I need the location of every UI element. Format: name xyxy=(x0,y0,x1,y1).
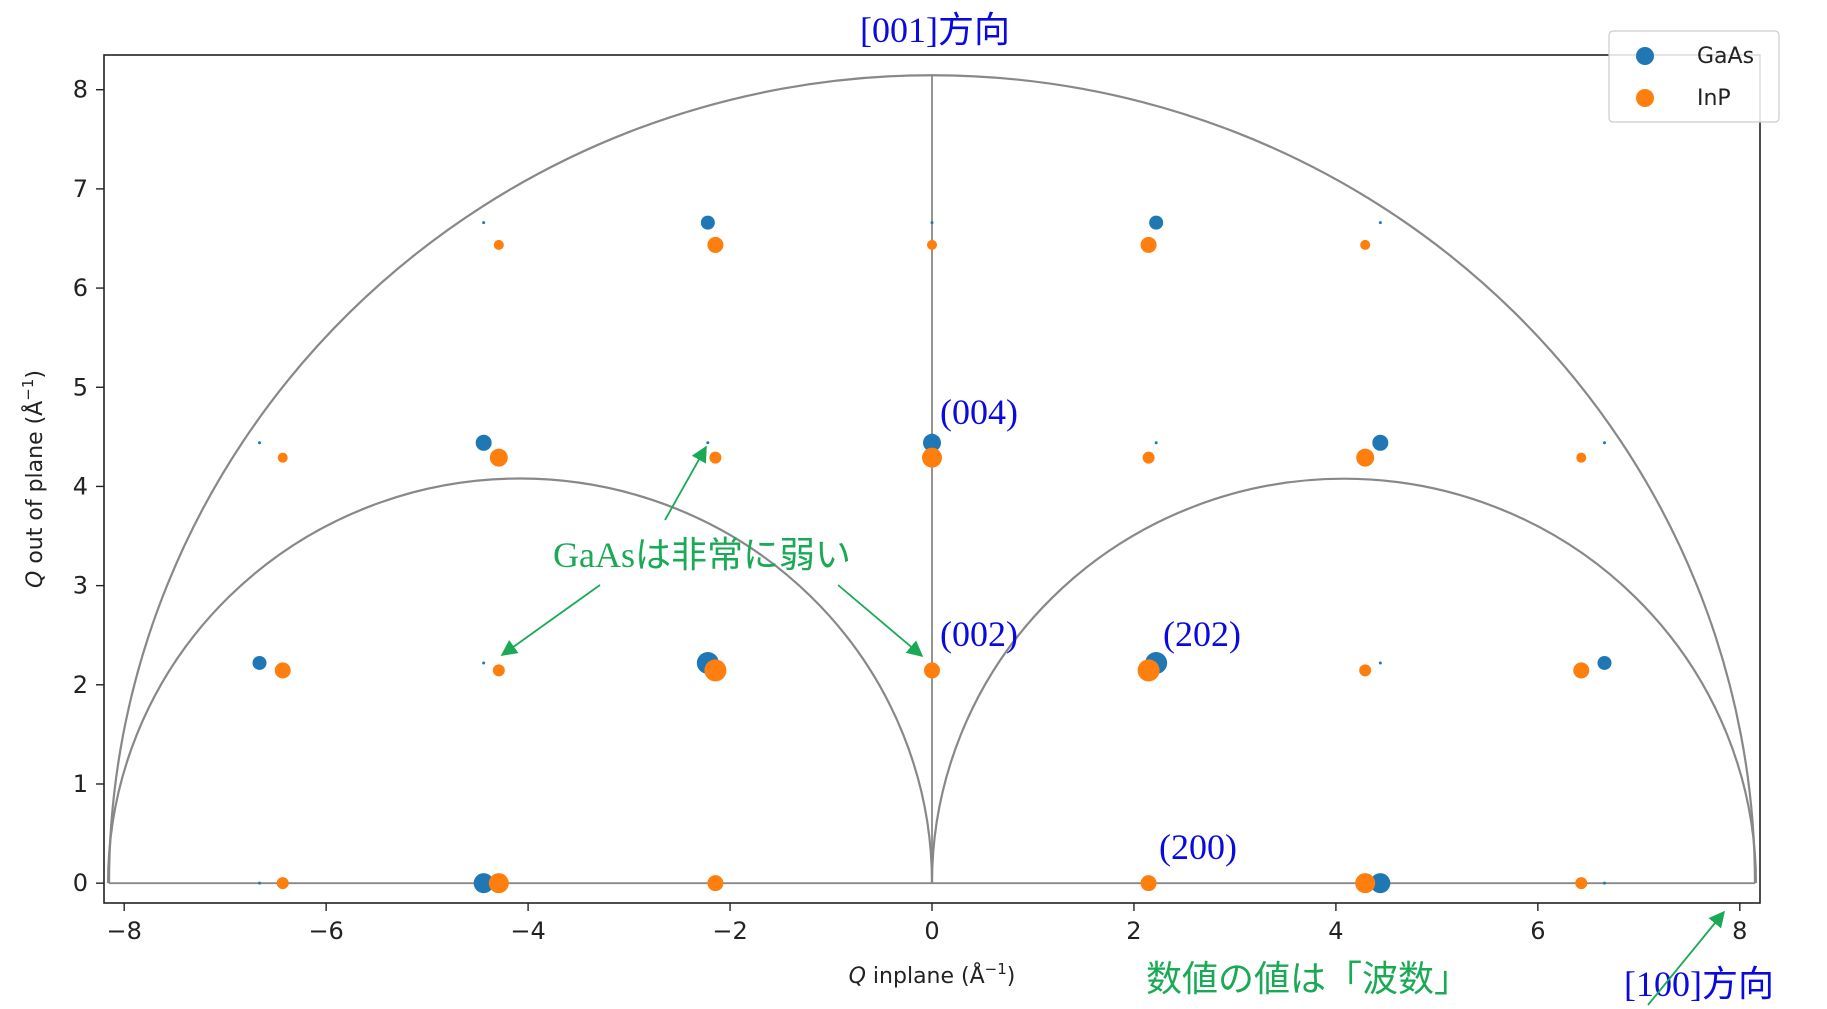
x-tick-label: −8 xyxy=(106,917,141,945)
y-tick-label: 5 xyxy=(73,373,88,401)
legend: GaAs InP xyxy=(1608,30,1780,123)
inp-point-22 xyxy=(493,239,504,250)
inp-point-11 xyxy=(492,664,505,677)
gaas-point-12 xyxy=(1372,434,1389,451)
inp-point-24 xyxy=(927,239,937,250)
gaas-point-19 xyxy=(482,221,486,225)
inp-point-21 xyxy=(1140,236,1157,253)
annotation-wavenumber-note: 数値の値は「波数」 xyxy=(1146,959,1470,999)
arrow-gaas-weak-to-left xyxy=(500,584,601,656)
legend-label-gaas: GaAs xyxy=(1697,44,1754,69)
gaas-point-6 xyxy=(252,655,267,670)
inp-point-14 xyxy=(489,448,508,467)
inp-point-2 xyxy=(707,875,724,892)
y-axis-ticks: 0 1 2 3 4 5 6 7 8 xyxy=(73,76,104,897)
x-tick-label: −2 xyxy=(712,917,747,945)
inp-point-8 xyxy=(924,662,940,679)
annotation-direction-001: [001]方向 xyxy=(860,10,1010,50)
x-tick-label: −4 xyxy=(510,917,545,945)
inp-point-19 xyxy=(1576,452,1587,463)
gaas-point-18 xyxy=(1149,215,1164,230)
x-tick-label: 2 xyxy=(1126,917,1141,945)
inp-point-7 xyxy=(1137,659,1160,682)
gaas-point-14 xyxy=(1154,441,1158,445)
y-tick-label: 0 xyxy=(73,869,88,897)
inp-point-17 xyxy=(1142,451,1155,464)
gaas-point-15 xyxy=(258,441,262,445)
gaas-point-13 xyxy=(706,441,710,445)
inp-point-12 xyxy=(1359,664,1372,677)
gaas-point-1 xyxy=(1370,873,1391,894)
gaas-point-7 xyxy=(1597,655,1612,670)
annotation-gaas-weak: GaAsは非常に弱い xyxy=(553,535,851,575)
y-tick-label: 1 xyxy=(73,770,88,798)
gaas-point-20 xyxy=(1378,221,1382,225)
y-tick-label: 4 xyxy=(73,472,88,500)
x-tick-label: 6 xyxy=(1530,917,1545,945)
arrow-direction-100 xyxy=(1647,910,1726,1006)
inp-point-6 xyxy=(704,659,727,682)
gaas-point-3 xyxy=(1602,881,1606,885)
gaas-point-10 xyxy=(923,433,941,452)
gaas-point-11 xyxy=(475,434,492,451)
gaas-point-21 xyxy=(930,221,934,225)
guide-arc-2 xyxy=(930,477,1758,884)
gaas-point-8 xyxy=(482,661,486,665)
gaas-point-17 xyxy=(700,215,715,230)
x-tick-label: 8 xyxy=(1732,917,1747,945)
x-axis-ticks: −8 −6 −4 −2 0 2 4 6 8 xyxy=(106,903,1747,945)
inp-point-5 xyxy=(1575,877,1588,890)
inp-point-3 xyxy=(1140,875,1157,892)
arrow-gaas-weak-to-upper xyxy=(664,445,707,521)
inp-point-23 xyxy=(1360,239,1371,250)
guide-arc-1 xyxy=(106,477,934,884)
y-tick-label: 6 xyxy=(73,274,88,302)
inp-point-13 xyxy=(922,447,942,468)
legend-marker-inp xyxy=(1636,89,1654,107)
inp-point-20 xyxy=(707,236,724,253)
inp-point-9 xyxy=(274,662,291,679)
annotation-label-002: (002) xyxy=(940,614,1018,654)
legend-label-inp: InP xyxy=(1697,86,1731,111)
inp-point-1 xyxy=(1355,873,1376,894)
annotation-label-200: (200) xyxy=(1159,827,1237,867)
x-tick-label: −6 xyxy=(308,917,343,945)
annotation-label-202: (202) xyxy=(1163,614,1241,654)
gaas-point-9 xyxy=(1378,661,1382,665)
inp-point-0 xyxy=(488,873,509,894)
y-tick-label: 7 xyxy=(73,175,88,203)
inp-point-18 xyxy=(277,452,288,463)
inp-point-4 xyxy=(276,877,289,890)
gaas-point-0 xyxy=(473,873,494,894)
guide-curves xyxy=(106,74,1758,885)
y-tick-label: 2 xyxy=(73,671,88,699)
gaas-point-2 xyxy=(258,881,262,885)
inp-points xyxy=(274,236,1590,894)
annotation-direction-100: [100]方向 xyxy=(1624,964,1774,1004)
legend-marker-gaas xyxy=(1636,47,1654,65)
inp-point-16 xyxy=(709,451,722,464)
inp-point-10 xyxy=(1573,662,1590,679)
arrow-gaas-weak-to-002 xyxy=(837,584,924,658)
inp-point-15 xyxy=(1356,448,1375,467)
y-axis-label: Q out of plane (Å−1) xyxy=(19,370,48,588)
x-axis-label: Q inplane (Å−1) xyxy=(849,960,1016,989)
gaas-point-16 xyxy=(1602,441,1606,445)
y-tick-label: 8 xyxy=(73,76,88,104)
y-tick-label: 3 xyxy=(73,572,88,600)
x-tick-label: 4 xyxy=(1328,917,1343,945)
annotation-label-004: (004) xyxy=(940,392,1018,432)
x-tick-label: 0 xyxy=(924,917,939,945)
